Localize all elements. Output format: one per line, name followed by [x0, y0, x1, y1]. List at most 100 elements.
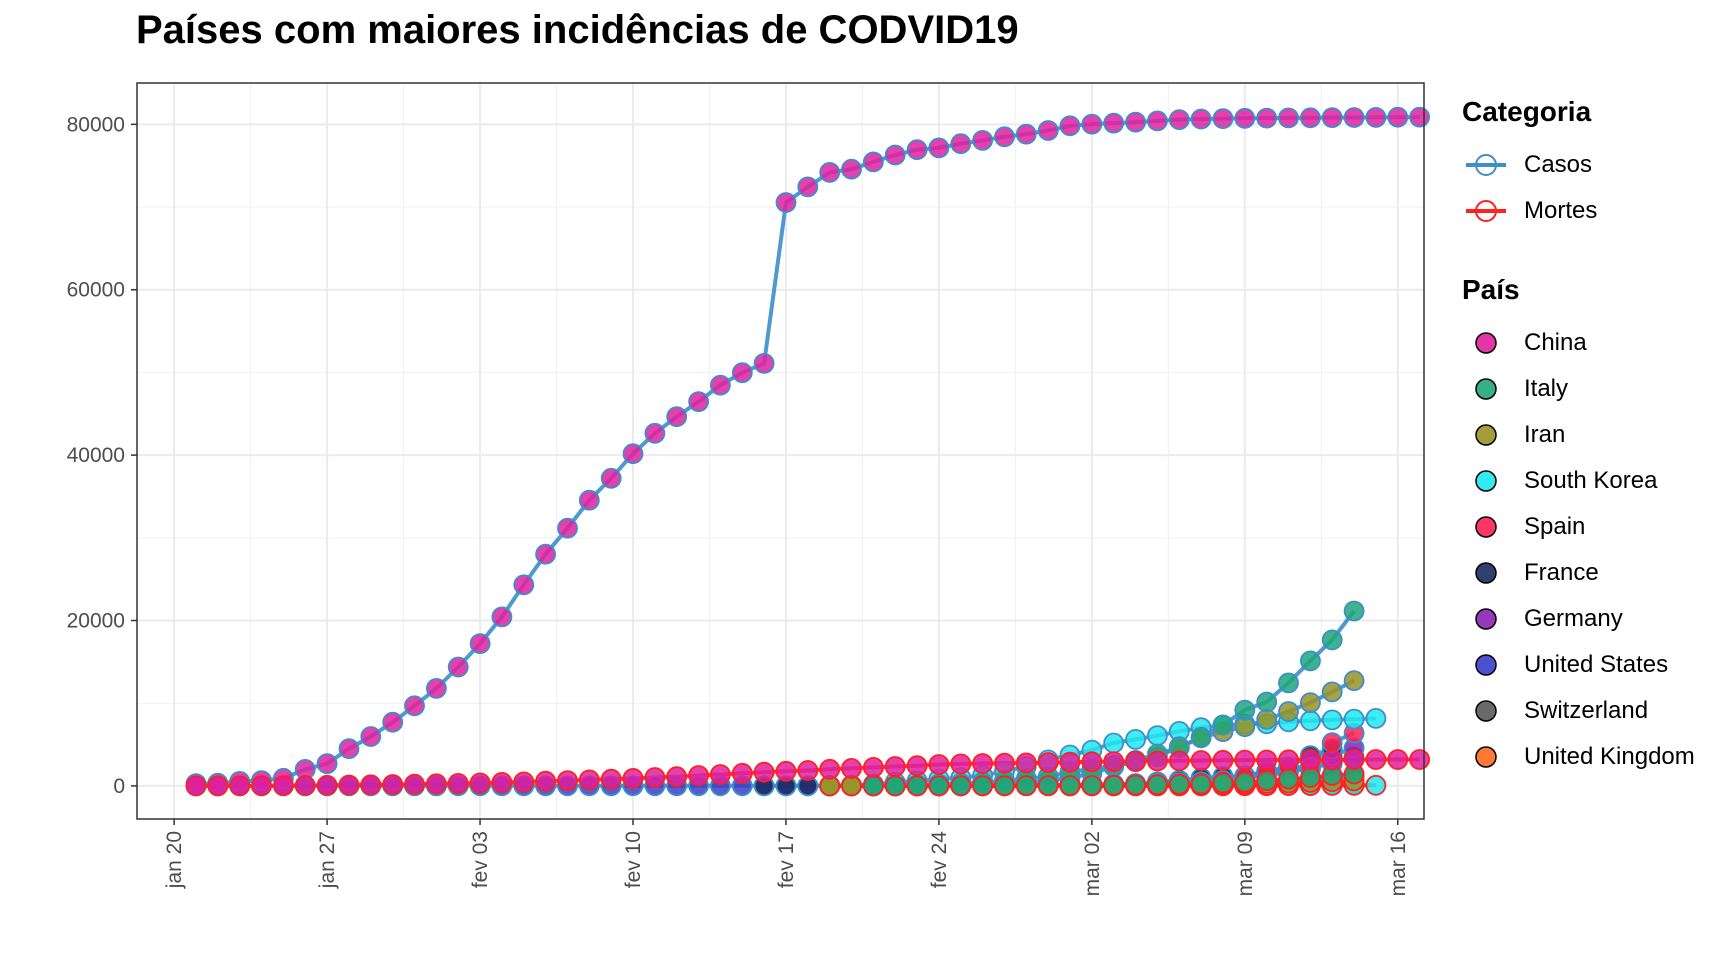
data-point [1190, 108, 1212, 130]
data-point [1256, 107, 1278, 129]
x-tick-label: mar 16 [1387, 831, 1410, 896]
data-point [1256, 770, 1278, 792]
data-point [1343, 107, 1365, 128]
y-tick-label: 0 [113, 775, 125, 798]
y-tick-label: 60000 [67, 279, 125, 302]
data-point [710, 374, 731, 396]
x-tick-label: fev 17 [775, 831, 798, 888]
data-point [1256, 709, 1278, 730]
data-point [1125, 774, 1146, 796]
data-point [928, 137, 950, 159]
data-point [513, 771, 535, 793]
data-point [1365, 107, 1387, 128]
data-point [600, 467, 622, 489]
legend-key-circle [1462, 366, 1510, 412]
data-point [1321, 681, 1343, 703]
data-point [1343, 708, 1365, 730]
data-point [1300, 692, 1321, 713]
data-point [1212, 749, 1234, 771]
data-point [1256, 691, 1278, 713]
legend-item-category: Mortes [1462, 188, 1722, 234]
data-point [1015, 775, 1037, 797]
x-tick-label: fev 10 [622, 831, 645, 888]
legend-item-country: Italy [1462, 366, 1722, 412]
data-point [688, 765, 709, 786]
data-point [1365, 774, 1387, 796]
data-point [578, 489, 600, 511]
x-axis: jan 20 jan 27 fev 03 fev 10 fev 17 fev 24 mar … [163, 819, 1410, 896]
data-point [906, 755, 928, 777]
data-point [447, 773, 469, 794]
x-tick-label: mar 09 [1234, 831, 1257, 896]
data-point [1278, 768, 1299, 790]
data-point [731, 362, 753, 384]
legend-key-circle [1462, 412, 1510, 458]
data-point [1147, 774, 1168, 796]
data-point [338, 774, 360, 796]
data-point [1278, 749, 1299, 771]
data-point [994, 752, 1015, 774]
data-point [1103, 751, 1125, 772]
data-point [1212, 772, 1234, 794]
legend-key-line-circle [1462, 188, 1510, 234]
x-tick-label: fev 24 [928, 831, 951, 889]
legend-item-country: Spain [1462, 504, 1722, 550]
data-point [1037, 752, 1059, 773]
data-point [338, 738, 360, 760]
data-point [1300, 710, 1321, 732]
data-point [1081, 775, 1103, 796]
data-point [535, 770, 556, 792]
data-point [1300, 767, 1321, 788]
data-point [1409, 106, 1430, 128]
data-point [863, 151, 884, 173]
data-point [1168, 109, 1190, 130]
data-point [1387, 106, 1409, 128]
data-point [469, 772, 491, 794]
legend-key-circle [1462, 458, 1510, 504]
data-point [622, 768, 644, 789]
data-point [994, 775, 1015, 797]
data-point [578, 769, 600, 791]
data-point [863, 775, 884, 797]
data-point [666, 406, 688, 428]
data-point [906, 775, 928, 797]
data-point [753, 761, 775, 783]
data-point [841, 775, 862, 797]
data-point [1365, 708, 1387, 729]
data-point [360, 726, 382, 747]
legend-item-country: France [1462, 550, 1722, 596]
data-point [644, 767, 666, 788]
data-point [207, 775, 229, 797]
legend-countries: China Italy Iran South Korea Spain France Germ… [1462, 320, 1722, 780]
data-point [928, 775, 950, 797]
data-point [1037, 775, 1059, 797]
plot-border [136, 82, 1425, 820]
data-point [1278, 107, 1299, 129]
legend-label: Casos [1524, 151, 1593, 178]
legend-item-category: Casos [1462, 142, 1722, 188]
data-point [1059, 115, 1081, 137]
y-tick-label: 20000 [67, 610, 125, 633]
data-point [972, 129, 993, 151]
data-point [425, 678, 447, 699]
data-point [382, 711, 404, 733]
data-point [272, 775, 294, 796]
data-point [316, 774, 338, 796]
data-point [1234, 699, 1256, 721]
data-point [1300, 107, 1321, 129]
data-point [382, 774, 404, 795]
legend-item-country: South Korea [1462, 458, 1722, 504]
data-point [1059, 775, 1081, 796]
legend-title-category: Categoria [1462, 96, 1592, 127]
data-point [1234, 771, 1256, 793]
data-point [513, 574, 535, 596]
data-point [775, 192, 797, 213]
data-point [666, 766, 688, 788]
data-point [557, 770, 578, 791]
legend-item-country: United States [1462, 642, 1722, 688]
data-point [1147, 725, 1168, 746]
data-point [1125, 111, 1146, 133]
data-point [1321, 107, 1343, 128]
data-point [1343, 600, 1365, 622]
data-point [775, 760, 797, 782]
